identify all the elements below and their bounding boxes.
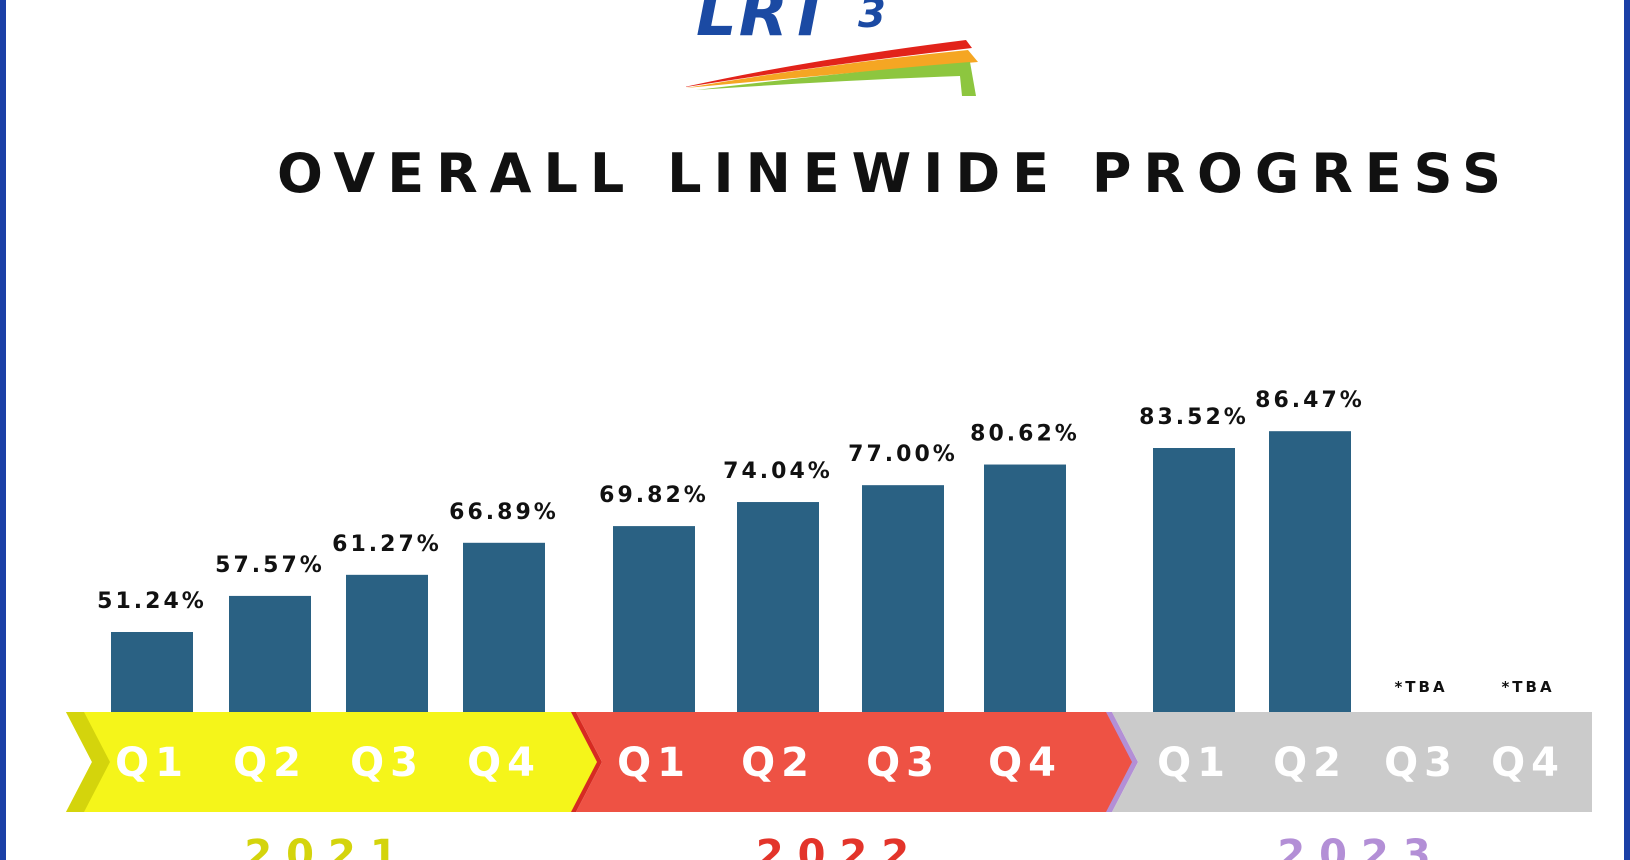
quarter-label-2021-q3: Q3 xyxy=(350,740,424,786)
bar-2023-q2 xyxy=(1269,431,1351,712)
bar-2022-q4 xyxy=(984,464,1066,712)
tba-label-2023-q4: *TBA xyxy=(1501,678,1554,696)
quarter-label-2023-q4: Q4 xyxy=(1491,740,1565,786)
quarter-label-2022-q4: Q4 xyxy=(988,740,1062,786)
bar-2022-q3 xyxy=(862,485,944,712)
year-band-2023 xyxy=(1112,712,1592,812)
quarter-label-2023-q2: Q2 xyxy=(1273,740,1347,786)
data-label-2021-q1: 51.24% xyxy=(97,589,207,614)
lrt3-logo: LRT 3 xyxy=(686,0,1026,100)
bar-2021-q1 xyxy=(111,632,193,712)
quarter-label-2021-q4: Q4 xyxy=(467,740,541,786)
year-label-2023: 2023 xyxy=(1277,832,1444,860)
quarter-label-2023-q3: Q3 xyxy=(1384,740,1458,786)
data-label-2021-q4: 66.89% xyxy=(449,500,559,525)
data-label-2022-q1: 69.82% xyxy=(599,483,709,508)
data-label-2022-q3: 77.00% xyxy=(848,442,958,467)
bar-2021-q3 xyxy=(346,574,428,712)
data-label-2021-q2: 57.57% xyxy=(215,553,325,578)
bar-2022-q1 xyxy=(613,526,695,712)
bar-2021-q4 xyxy=(463,542,545,712)
data-label-2023-q2: 86.47% xyxy=(1255,388,1365,413)
year-band-2022 xyxy=(576,712,1132,812)
year-band-2021 xyxy=(66,712,597,812)
data-label-2023-q1: 83.52% xyxy=(1139,405,1249,430)
year-label-2021: 2021 xyxy=(244,832,411,860)
bar-2022-q2 xyxy=(737,502,819,712)
quarter-label-2022-q3: Q3 xyxy=(866,740,940,786)
quarter-label-2022-q2: Q2 xyxy=(741,740,815,786)
quarter-label-2023-q1: Q1 xyxy=(1157,740,1231,786)
quarter-label-2021-q1: Q1 xyxy=(115,740,189,786)
tba-label-2023-q3: *TBA xyxy=(1394,678,1447,696)
logo-number: 3 xyxy=(858,0,886,37)
bar-2023-q1 xyxy=(1153,448,1235,712)
year-band-chevron-2021 xyxy=(66,712,110,812)
lrt3-logo-swoosh-icon xyxy=(686,40,978,96)
quarter-label-2022-q1: Q1 xyxy=(617,740,691,786)
data-label-2021-q3: 61.27% xyxy=(332,532,442,557)
page-title: OVERALL LINEWIDE PROGRESS xyxy=(276,142,1514,205)
data-label-2022-q2: 74.04% xyxy=(723,459,833,484)
bar-chart: 51.24% Q1 57.57% Q2 61.27% Q3 66.89% Q4 2021 69.8… xyxy=(66,388,1592,860)
logo-wordmark: LRT xyxy=(696,0,833,51)
year-label-2022: 2022 xyxy=(756,832,923,860)
bar-2021-q2 xyxy=(229,595,311,712)
data-label-2022-q4: 80.62% xyxy=(970,422,1080,447)
quarter-label-2021-q2: Q2 xyxy=(233,740,307,786)
